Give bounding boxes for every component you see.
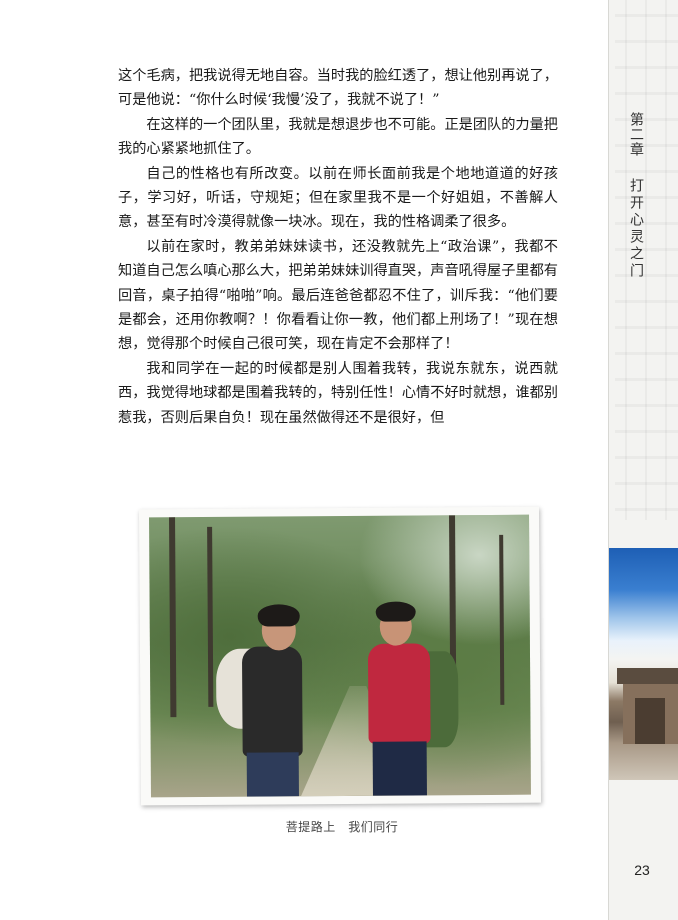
paragraph-5: 我和同学在一起的时候都是别人围着我转，我说东就东，说西就西，我觉得地球都是围着我… <box>118 360 558 426</box>
paragraph-4: 以前在家时，教弟弟妹妹读书，还没教就先上“政治课”，我都不知道自己怎么嗔心那么大… <box>118 238 558 353</box>
tree-trunk <box>499 534 505 705</box>
paragraph-1: 这个毛病，把我说得无地自容。当时我的脸红透了，想让他别再说了，可是他说：“你什么… <box>118 68 558 109</box>
person-left-legs <box>246 752 299 797</box>
temple-roof <box>617 668 678 684</box>
body-text: 这个毛病，把我说得无地自容。当时我的脸红透了，想让他别再说了，可是他说：“你什么… <box>118 64 558 430</box>
temple-door <box>635 698 665 744</box>
paragraph-2: 在这样的一个团队里，我就是想退步也不可能。正是团队的力量把我的心紧紧地抓住了。 <box>118 116 558 158</box>
paragraph-3: 自己的性格也有所改变。以前在师长面前我是个地地道道的好孩子，学习好，听话，守规矩… <box>118 165 558 231</box>
tree-trunk <box>169 517 177 718</box>
hiking-photo <box>149 514 531 798</box>
page-number: 23 <box>634 862 650 878</box>
person-left-hair <box>257 604 300 627</box>
person-right-body <box>367 643 431 744</box>
photo-caption: 菩提路上 我们同行 <box>285 820 399 834</box>
temple-photo-thumbnail <box>609 548 678 780</box>
calligraphy-background <box>615 0 678 520</box>
photo-frame <box>138 506 542 806</box>
person-right-hair <box>375 601 416 622</box>
chapter-label: 第二章 <box>628 112 644 157</box>
tree-trunk <box>207 526 214 707</box>
person-left-body <box>241 646 303 757</box>
person-right-legs <box>372 741 427 796</box>
chapter-title: 打开心灵之门 <box>628 178 644 280</box>
